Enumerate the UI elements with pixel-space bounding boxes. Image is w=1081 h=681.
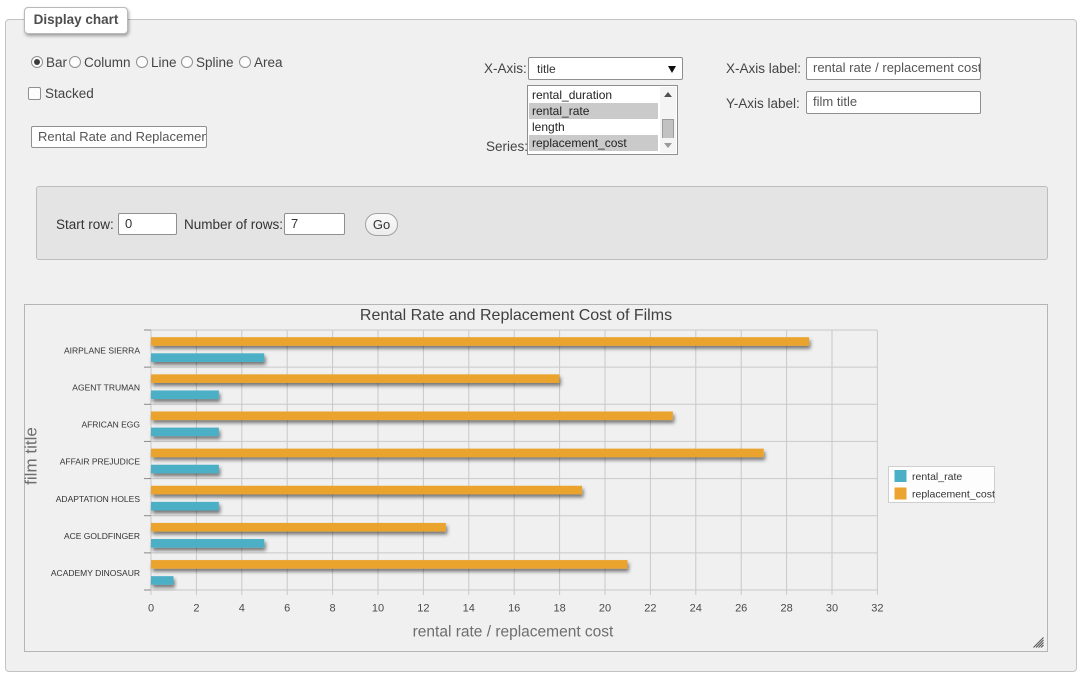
svg-text:18: 18 (553, 603, 565, 615)
svg-text:8: 8 (330, 603, 336, 615)
svg-text:22: 22 (644, 603, 656, 615)
svg-text:replacement_cost: replacement_cost (912, 489, 995, 501)
svg-text:ACADEMY DINOSAUR: ACADEMY DINOSAUR (51, 568, 140, 578)
svg-text:rental rate / replacement cost: rental rate / replacement cost (413, 624, 614, 641)
svg-text:ADAPTATION HOLES: ADAPTATION HOLES (56, 494, 141, 504)
svg-text:10: 10 (372, 603, 384, 615)
svg-text:AIRPLANE SIERRA: AIRPLANE SIERRA (64, 345, 140, 355)
svg-text:film title: film title (24, 427, 41, 485)
svg-text:AFFAIR PREJUDICE: AFFAIR PREJUDICE (60, 457, 141, 467)
svg-text:32: 32 (871, 603, 883, 615)
svg-text:0: 0 (148, 603, 154, 615)
svg-text:AFRICAN EGG: AFRICAN EGG (81, 420, 140, 430)
svg-text:26: 26 (735, 603, 747, 615)
svg-text:ACE GOLDFINGER: ACE GOLDFINGER (64, 531, 140, 541)
svg-text:6: 6 (284, 603, 290, 615)
svg-text:12: 12 (417, 603, 429, 615)
svg-text:20: 20 (599, 603, 611, 615)
svg-text:AGENT TRUMAN: AGENT TRUMAN (72, 382, 140, 392)
svg-text:28: 28 (780, 603, 792, 615)
svg-text:2: 2 (193, 603, 199, 615)
svg-text:16: 16 (508, 603, 520, 615)
svg-text:Rental Rate and Replacement Co: Rental Rate and Replacement Cost of Film… (360, 307, 672, 324)
svg-text:14: 14 (463, 603, 475, 615)
svg-text:30: 30 (826, 603, 838, 615)
svg-text:24: 24 (690, 603, 702, 615)
svg-text:4: 4 (239, 603, 245, 615)
svg-text:rental_rate: rental_rate (912, 471, 962, 483)
